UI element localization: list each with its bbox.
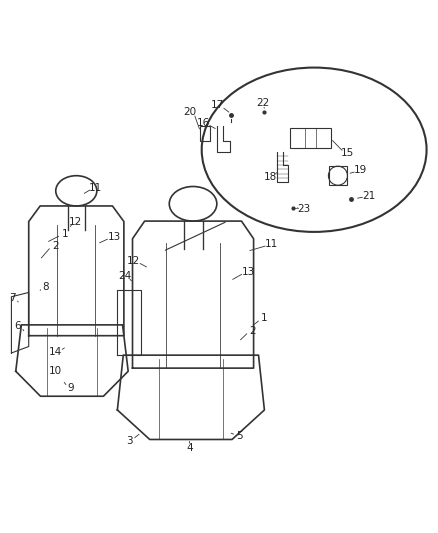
Text: 18: 18 <box>263 172 277 182</box>
Text: 6: 6 <box>14 321 21 331</box>
Text: 5: 5 <box>237 431 243 441</box>
Text: 3: 3 <box>126 436 133 446</box>
Text: 23: 23 <box>297 205 311 214</box>
Bar <box>290 128 332 148</box>
Text: 16: 16 <box>196 118 210 128</box>
Text: 1: 1 <box>62 229 69 239</box>
Text: 2: 2 <box>52 241 59 251</box>
Text: 20: 20 <box>183 107 196 117</box>
Text: 15: 15 <box>341 148 354 158</box>
Text: 7: 7 <box>9 293 16 303</box>
Text: 8: 8 <box>43 282 49 292</box>
Text: 11: 11 <box>89 183 102 193</box>
Text: 2: 2 <box>249 326 256 335</box>
Text: 14: 14 <box>49 346 62 357</box>
Text: 10: 10 <box>49 366 62 376</box>
Bar <box>329 166 346 185</box>
Text: 4: 4 <box>186 443 193 453</box>
Text: 22: 22 <box>257 99 270 109</box>
Text: 17: 17 <box>211 100 224 110</box>
Text: 12: 12 <box>69 217 82 227</box>
Text: 13: 13 <box>242 266 255 277</box>
Text: 11: 11 <box>265 239 279 249</box>
Text: 13: 13 <box>108 232 121 242</box>
Text: 9: 9 <box>68 383 74 393</box>
Text: 21: 21 <box>362 191 376 201</box>
Text: 24: 24 <box>119 271 132 281</box>
Text: 19: 19 <box>354 166 367 175</box>
Text: 12: 12 <box>127 256 140 266</box>
Bar <box>200 126 210 141</box>
Text: 1: 1 <box>261 312 268 322</box>
